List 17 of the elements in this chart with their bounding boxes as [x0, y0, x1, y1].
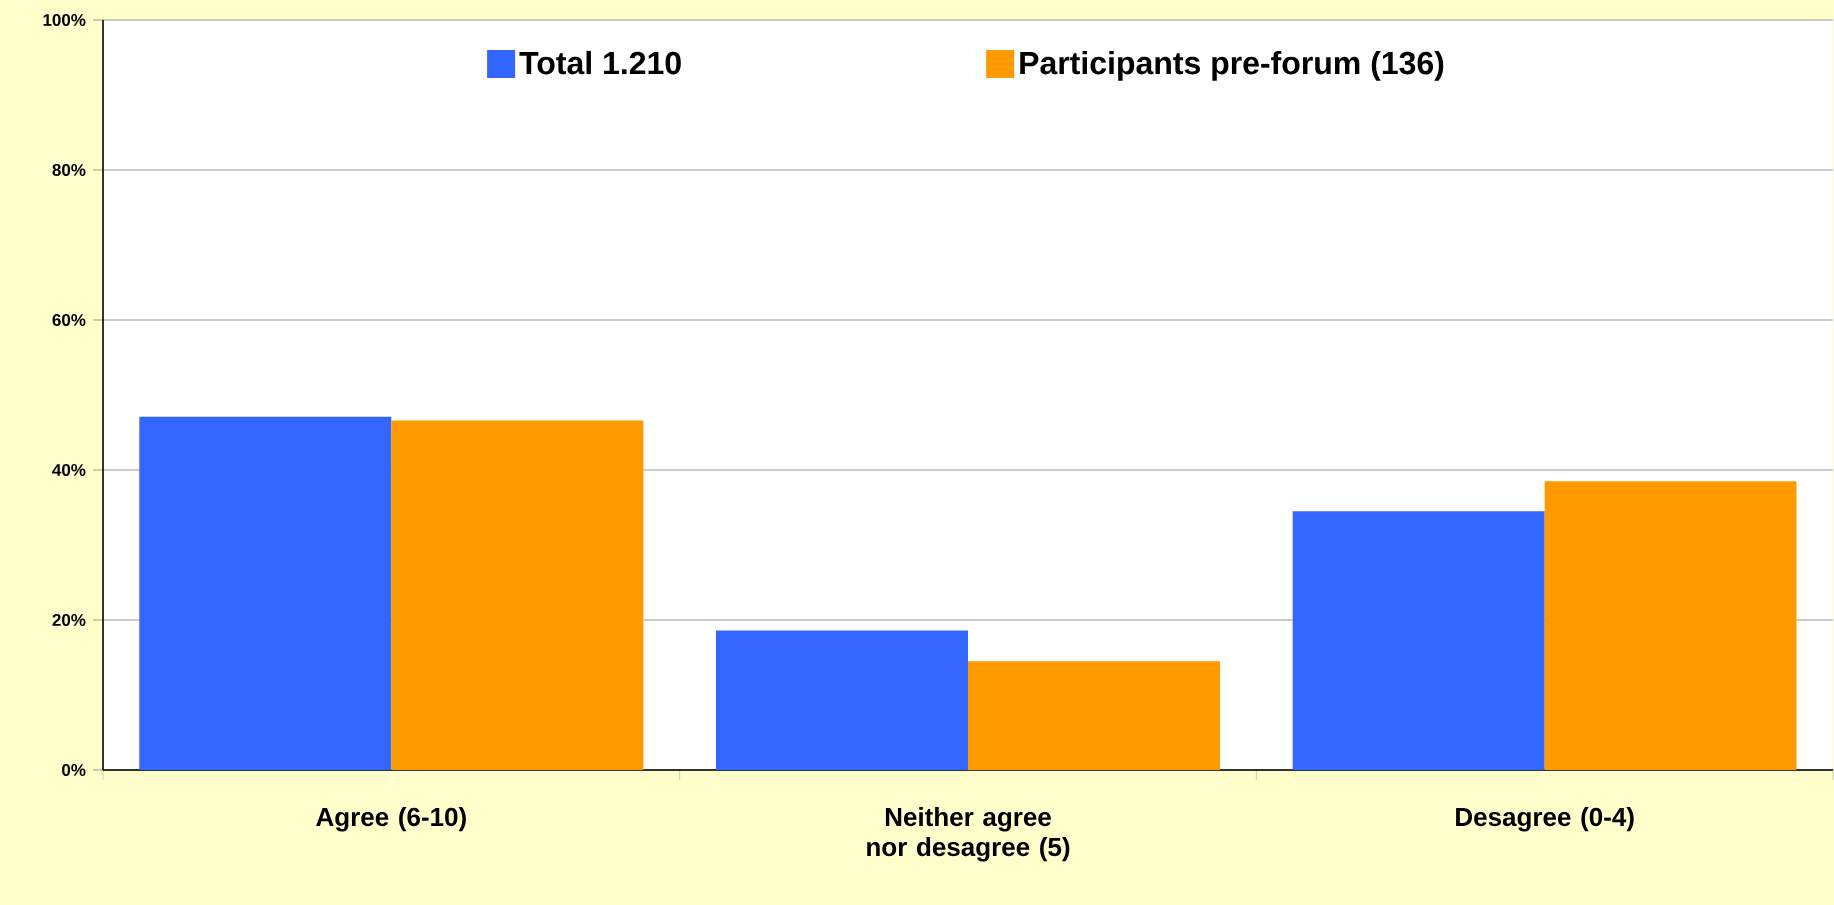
legend-label: Total 1.210 — [519, 50, 681, 75]
bar — [968, 661, 1221, 770]
bar — [716, 630, 969, 770]
y-tick-label: 100% — [43, 13, 86, 26]
y-tick-label: 20% — [52, 613, 86, 627]
bar — [391, 420, 644, 770]
x-tick-label: Neither agree nor desagree (5) — [867, 807, 1070, 862]
y-tick-label: 0% — [62, 763, 86, 777]
bar — [1544, 481, 1797, 770]
y-tick-label: 60% — [52, 313, 86, 326]
bar — [1292, 511, 1545, 770]
x-tick-label: Desagree (0-4) — [1456, 807, 1634, 832]
x-tick-label: Agree (6-10) — [316, 807, 466, 832]
legend-label: Participants pre-forum (136) — [1020, 50, 1444, 81]
y-tick-label: 40% — [52, 463, 86, 477]
bar — [139, 416, 392, 770]
y-tick-label: 80% — [52, 163, 86, 176]
